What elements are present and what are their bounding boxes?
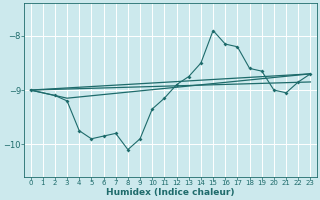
X-axis label: Humidex (Indice chaleur): Humidex (Indice chaleur) bbox=[106, 188, 235, 197]
